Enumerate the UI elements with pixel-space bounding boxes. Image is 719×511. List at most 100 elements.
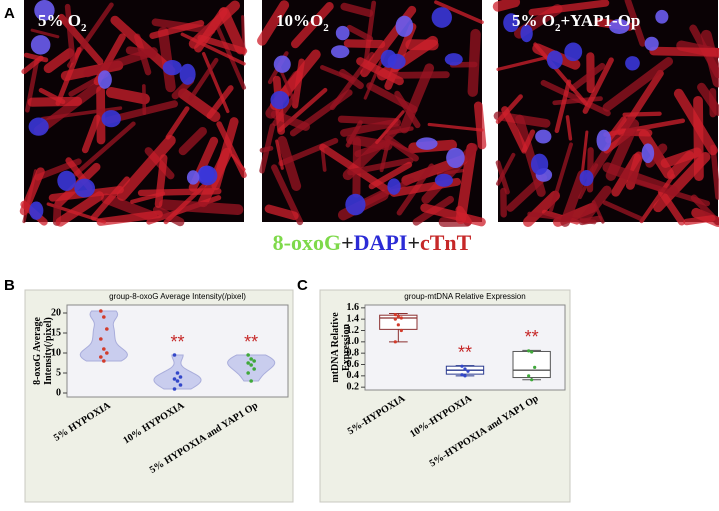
nucleus xyxy=(200,165,215,184)
nucleus xyxy=(579,169,594,187)
fiber xyxy=(540,79,611,117)
nucleus xyxy=(30,35,51,55)
nucleus xyxy=(416,137,438,150)
data-point xyxy=(102,347,106,351)
fiber xyxy=(158,199,244,215)
micrograph xyxy=(257,0,487,228)
fiber xyxy=(473,101,487,150)
data-point xyxy=(252,359,256,363)
fiber xyxy=(579,185,612,225)
data-point xyxy=(527,349,531,353)
fiber xyxy=(125,46,157,59)
data-point xyxy=(252,367,256,371)
data-point xyxy=(105,327,109,331)
y-tick-label: 0.2 xyxy=(347,381,360,392)
micrograph xyxy=(492,0,719,228)
label-part: 5% O xyxy=(38,11,81,30)
fiber xyxy=(495,152,516,186)
fiber xyxy=(657,188,686,226)
data-point xyxy=(102,315,106,319)
fiber xyxy=(277,135,302,191)
fiber xyxy=(660,147,702,168)
significance: ** xyxy=(458,342,472,362)
fiber xyxy=(346,24,374,42)
nucleus xyxy=(345,193,366,216)
fiber xyxy=(154,154,168,208)
fiber xyxy=(602,200,644,222)
label-part: 2 xyxy=(81,22,87,34)
fiber xyxy=(345,120,363,148)
fiber xyxy=(30,28,60,39)
fiber xyxy=(340,2,374,18)
fiber xyxy=(211,117,239,191)
fiber xyxy=(275,139,284,170)
nucleus xyxy=(655,9,669,24)
data-point xyxy=(175,371,180,375)
fiber xyxy=(257,0,290,46)
fiber xyxy=(565,115,573,141)
fiber xyxy=(21,55,44,75)
data-point xyxy=(393,317,397,321)
image-label: 10%O2 xyxy=(276,11,329,34)
fiber xyxy=(624,0,646,47)
fiber xyxy=(339,69,364,90)
fiber xyxy=(390,71,450,79)
data-point xyxy=(530,378,534,382)
legend-part: + xyxy=(407,230,420,255)
fiber xyxy=(343,39,386,49)
nucleus xyxy=(609,18,630,34)
significance: ** xyxy=(170,332,184,352)
data-point xyxy=(396,323,400,327)
legend-part: + xyxy=(341,230,354,255)
y-tick-label: 1.4 xyxy=(347,313,360,324)
data-point xyxy=(105,351,109,355)
nucleus xyxy=(273,55,291,73)
fiber xyxy=(528,0,610,16)
fiber xyxy=(264,204,299,221)
fiber xyxy=(55,47,82,106)
fiber xyxy=(55,191,105,227)
image-label: 5% O2+YAP1-Op xyxy=(512,11,640,34)
nucleus xyxy=(101,110,121,128)
data-point xyxy=(466,369,470,373)
data-point xyxy=(460,364,464,368)
fiber xyxy=(197,34,248,55)
data-point xyxy=(178,375,183,379)
fiber xyxy=(33,82,102,136)
fiber xyxy=(521,129,536,154)
data-point xyxy=(178,383,183,387)
y-tick-label: 5 xyxy=(56,367,61,378)
nucleus xyxy=(387,178,401,195)
fiber xyxy=(522,190,561,228)
fiber xyxy=(554,79,572,134)
fiber xyxy=(622,111,662,117)
fiber xyxy=(356,57,404,86)
panel-letter: A xyxy=(4,5,15,22)
significance: ** xyxy=(244,332,258,352)
data-point xyxy=(249,363,253,367)
micrograph xyxy=(19,0,248,227)
nucleus xyxy=(503,13,520,33)
nucleus xyxy=(530,153,549,175)
box xyxy=(512,350,551,379)
y-tick-label: 0.8 xyxy=(347,347,360,358)
data-point xyxy=(99,355,103,359)
data-point xyxy=(249,379,253,383)
nucleus xyxy=(74,178,96,198)
data-point xyxy=(102,359,106,363)
data-point xyxy=(246,353,250,357)
fiber xyxy=(165,106,190,140)
fiber xyxy=(639,173,676,224)
fiber xyxy=(386,139,415,154)
fiber xyxy=(259,145,274,153)
fiber xyxy=(455,142,477,225)
data-point xyxy=(99,337,103,341)
nucleus xyxy=(520,24,533,43)
y-tick-label: 1.0 xyxy=(347,336,360,347)
fiber xyxy=(582,57,614,114)
fiber xyxy=(347,157,414,176)
data-point xyxy=(393,313,397,317)
data-point xyxy=(249,357,253,361)
fiber xyxy=(110,15,176,76)
